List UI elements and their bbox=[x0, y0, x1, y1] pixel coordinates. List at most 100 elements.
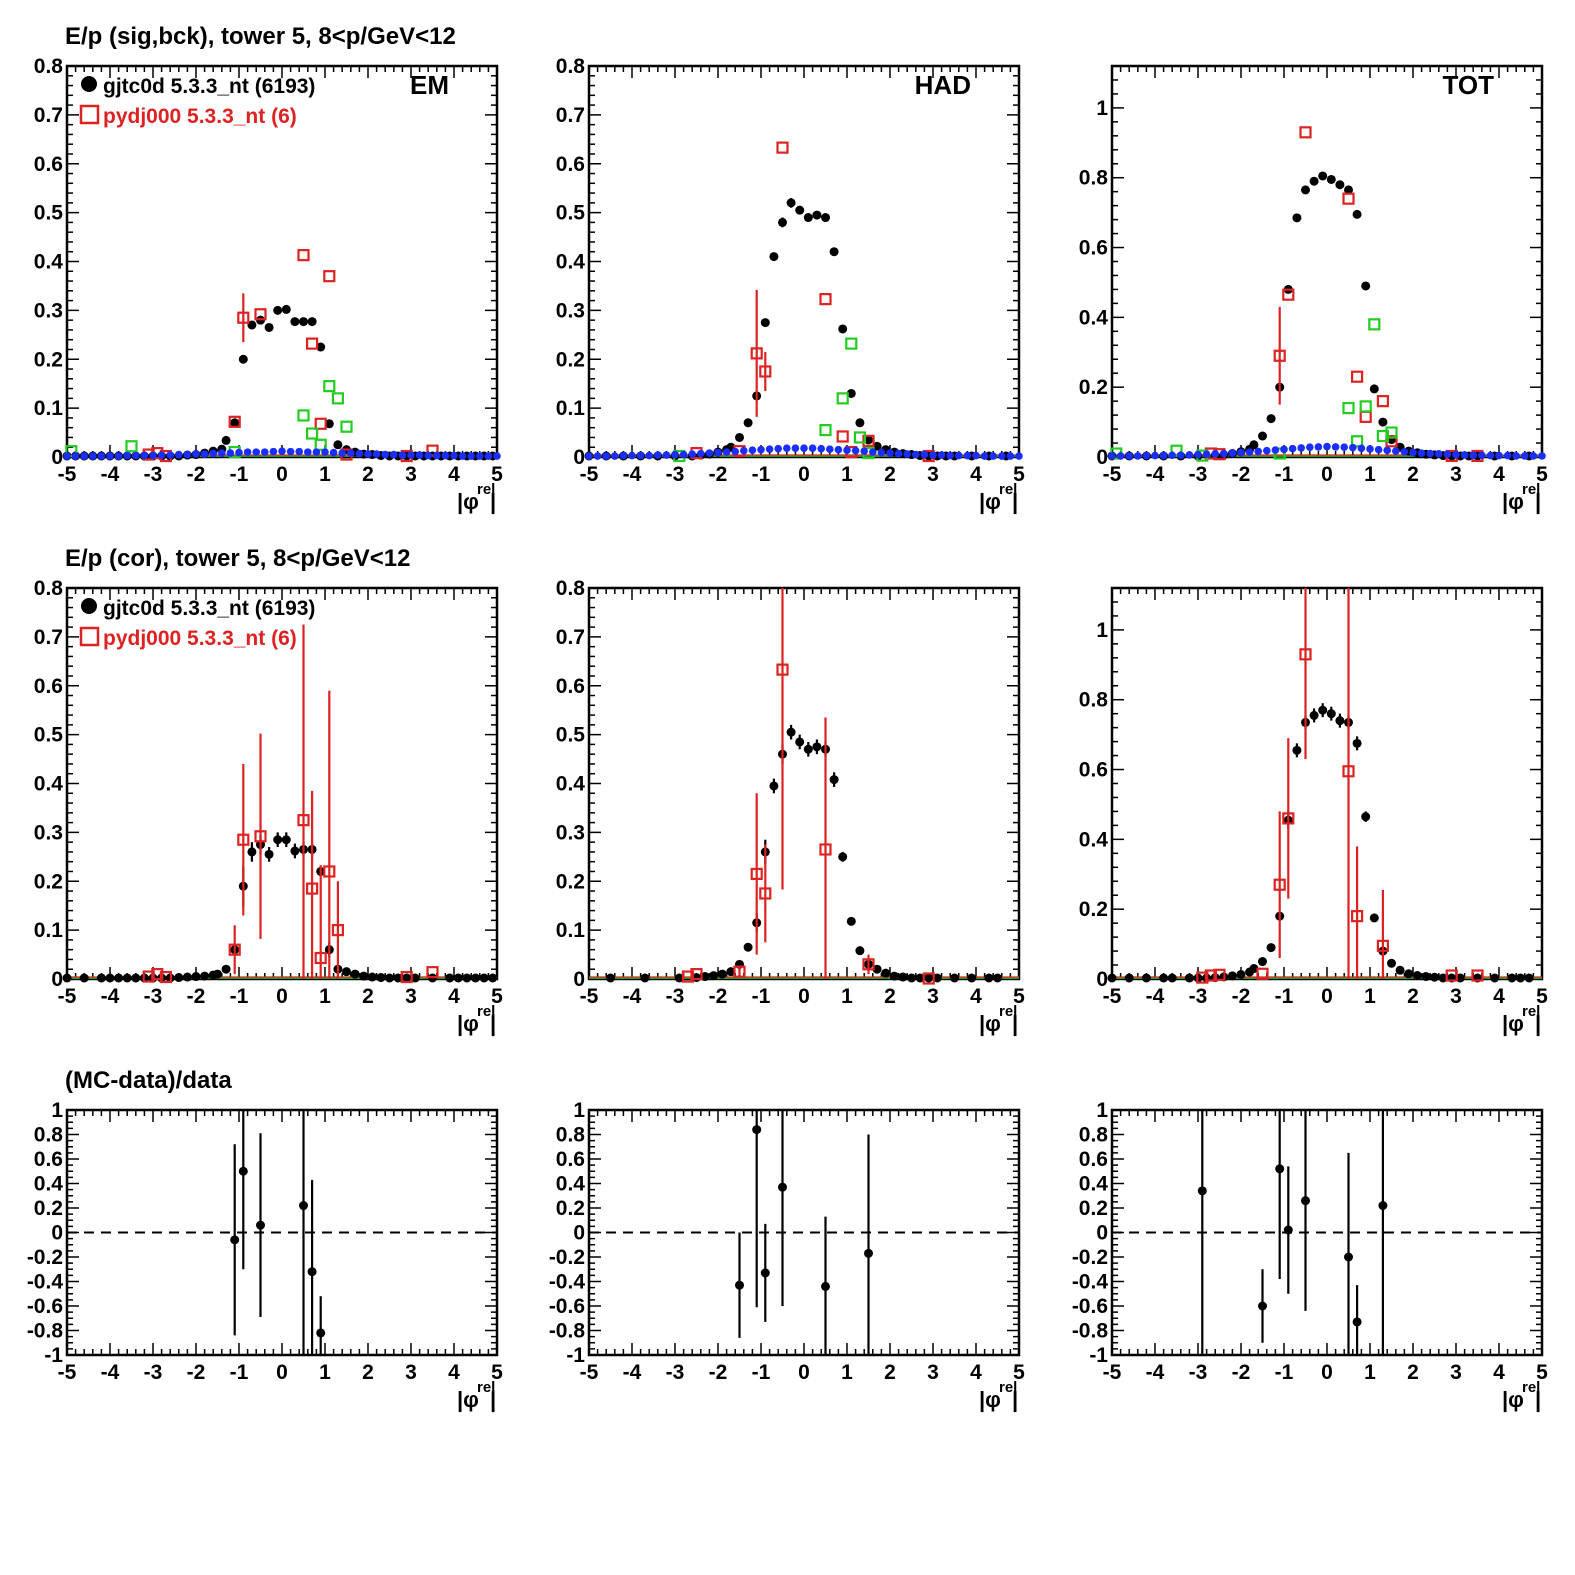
series-2 bbox=[1110, 318, 1398, 462]
data-point bbox=[1361, 281, 1371, 291]
data-point bbox=[297, 409, 310, 422]
data-point bbox=[1516, 973, 1525, 983]
data-point bbox=[80, 452, 88, 460]
data-point bbox=[131, 973, 141, 983]
data-point bbox=[1108, 452, 1116, 460]
data-point bbox=[1282, 812, 1295, 825]
x-tick-label: -3 bbox=[1189, 463, 1208, 486]
x-tick-label: -5 bbox=[1103, 985, 1122, 1008]
data-point bbox=[1369, 384, 1379, 394]
data-point bbox=[314, 417, 327, 430]
x-axis-label-bar: | bbox=[1012, 1387, 1018, 1412]
data-point bbox=[1490, 973, 1500, 983]
data-point bbox=[654, 451, 662, 459]
data-point bbox=[864, 1248, 873, 1258]
y-tick-label: 0.6 bbox=[556, 153, 585, 176]
y-tick-label: 0.2 bbox=[1079, 376, 1108, 399]
data-point bbox=[264, 322, 274, 332]
y-tick-label: -0.6 bbox=[549, 1295, 585, 1318]
data-point bbox=[924, 973, 934, 983]
data-point bbox=[1335, 716, 1345, 726]
data-point bbox=[97, 452, 106, 460]
data-point bbox=[1292, 745, 1302, 755]
series-3 bbox=[1108, 442, 1546, 460]
x-tick-label: -1 bbox=[752, 985, 771, 1008]
data-point bbox=[907, 973, 916, 983]
y-tick-label: 0.4 bbox=[1079, 828, 1109, 851]
x-tick-label: -4 bbox=[101, 463, 120, 486]
data-point bbox=[426, 444, 439, 457]
x-axis-label-bar: | bbox=[1012, 489, 1018, 514]
data-point bbox=[123, 451, 131, 460]
x-tick-label: -2 bbox=[709, 1361, 728, 1384]
data-point bbox=[862, 958, 875, 971]
data-point bbox=[800, 444, 808, 453]
x-tick-label: 2 bbox=[362, 463, 374, 486]
series-1 bbox=[690, 141, 935, 463]
data-point bbox=[209, 449, 217, 458]
data-point bbox=[321, 448, 329, 456]
data-point bbox=[748, 446, 757, 454]
data-point bbox=[1220, 449, 1228, 458]
data-point bbox=[191, 972, 201, 982]
data-point bbox=[230, 1235, 240, 1245]
data-point bbox=[855, 418, 865, 428]
y-tick-label: 0.4 bbox=[556, 773, 586, 796]
data-point bbox=[1194, 450, 1202, 459]
x-tick-label: 5 bbox=[1536, 463, 1548, 486]
series-1 bbox=[142, 249, 439, 463]
y-tick-label: 0.5 bbox=[556, 724, 586, 747]
data-point bbox=[96, 973, 106, 983]
data-point bbox=[894, 449, 903, 458]
data-point bbox=[803, 213, 813, 223]
y-tick-label: 0.4 bbox=[556, 251, 586, 274]
data-point bbox=[1452, 450, 1460, 459]
y-tick-label: 0.8 bbox=[1079, 167, 1109, 190]
data-point bbox=[1184, 973, 1194, 983]
series-2 bbox=[65, 380, 353, 459]
y-tick-label: 1 bbox=[1096, 97, 1108, 120]
data-point bbox=[323, 270, 336, 283]
data-point bbox=[1227, 971, 1237, 981]
data-point bbox=[424, 451, 433, 460]
y-tick-label: 0.8 bbox=[556, 55, 586, 78]
data-point bbox=[1211, 450, 1219, 458]
y-tick-label: 0.2 bbox=[34, 1197, 63, 1220]
x-tick-label: 3 bbox=[1450, 985, 1462, 1008]
y-tick-label: 1 bbox=[573, 1099, 585, 1122]
x-tick-label: 3 bbox=[405, 985, 417, 1008]
data-point bbox=[200, 971, 210, 981]
data-point bbox=[307, 1267, 317, 1277]
data-point bbox=[1392, 447, 1400, 455]
x-tick-label: 3 bbox=[927, 463, 939, 486]
data-point bbox=[230, 418, 240, 428]
data-point bbox=[350, 969, 360, 979]
data-point bbox=[757, 445, 765, 454]
y-tick-label: 0.4 bbox=[1079, 306, 1109, 329]
data-point bbox=[795, 737, 805, 747]
data-point bbox=[213, 969, 222, 979]
data-point bbox=[1383, 446, 1391, 455]
data-point bbox=[281, 835, 291, 845]
data-point bbox=[1107, 973, 1117, 983]
y-tick-label: 0.6 bbox=[1079, 759, 1108, 782]
data-point bbox=[1412, 971, 1422, 981]
x-axis-label-sup: rel bbox=[477, 1379, 495, 1396]
data-point bbox=[929, 451, 937, 459]
data-point bbox=[450, 451, 458, 460]
data-point bbox=[323, 865, 336, 878]
data-point bbox=[1344, 185, 1353, 195]
x-axis-label-bar: | bbox=[490, 1387, 496, 1412]
x-tick-label: 4 bbox=[1493, 985, 1505, 1008]
data-point bbox=[860, 447, 868, 455]
data-point bbox=[1435, 450, 1443, 458]
series-0 bbox=[735, 1110, 873, 1355]
y-tick-label: 0 bbox=[1096, 446, 1108, 469]
data-point bbox=[1378, 417, 1388, 427]
y-tick-label: 0.6 bbox=[34, 675, 63, 698]
x-axis-label: |φ bbox=[979, 489, 1001, 514]
data-point bbox=[836, 430, 849, 443]
x-tick-label: 5 bbox=[491, 985, 503, 1008]
data-point bbox=[1236, 969, 1246, 979]
y-tick-label: 0.7 bbox=[34, 104, 63, 127]
